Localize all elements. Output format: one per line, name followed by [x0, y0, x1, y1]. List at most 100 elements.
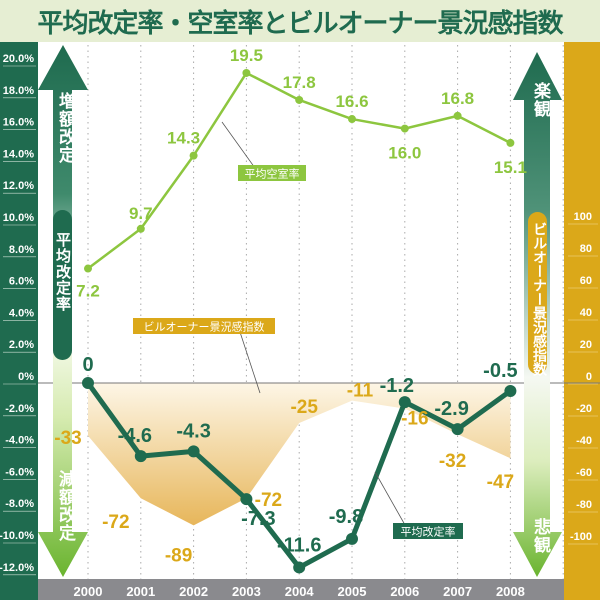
- right-tick-label: 100: [574, 211, 592, 223]
- left-tick-label: 4.0%: [9, 307, 34, 319]
- rent-change-legend-label-box: [393, 523, 463, 539]
- rent-change-legend-label: 平均改定率: [401, 525, 456, 539]
- right-tick-label: -100: [570, 531, 592, 543]
- left-tick-label: 12.0%: [3, 180, 34, 192]
- right-arrow-middle-label: ビルオーナー景況感指数: [531, 222, 547, 376]
- right-tick-label: -60: [576, 467, 592, 479]
- left-tick-label: -12.0%: [0, 562, 34, 574]
- left-arrow-bottom-label: 減額改定: [55, 470, 75, 542]
- rent-change-data-label: -2.9: [434, 398, 468, 420]
- left-tick-label: 16.0%: [3, 117, 34, 129]
- vacancy-point: [453, 111, 462, 120]
- left-tick-label: 14.0%: [3, 148, 34, 160]
- rent-change-data-label: -4.6: [118, 425, 152, 447]
- right-arrow-top-label: 楽観: [530, 82, 550, 118]
- vacancy-data-label: 16.0: [388, 144, 421, 163]
- right-axis-pill: [528, 212, 547, 374]
- vacancy-data-label: 14.3: [167, 129, 200, 148]
- owner-index-data-label: -25: [290, 397, 318, 418]
- vacancy-data-label: 16.8: [441, 89, 474, 108]
- right-tick-label: 0: [586, 371, 592, 383]
- owner-index-data-label: -32: [439, 451, 466, 472]
- right-tick-label: -40: [576, 435, 592, 447]
- x-tick-label: 2007: [443, 584, 472, 599]
- rent-change-data-label: -4.3: [176, 420, 210, 442]
- left-tick-label: -4.0%: [5, 435, 34, 447]
- vacancy-point: [84, 264, 92, 273]
- rent-change-data-label: -9.8: [329, 506, 363, 528]
- vacancy-point: [295, 95, 304, 104]
- vacancy-data-label: 15.1: [494, 158, 527, 177]
- rent-change-point: [82, 377, 94, 389]
- owner-index-data-label: -72: [255, 490, 282, 511]
- rent-change-point: [398, 396, 411, 409]
- left-tick-label: 8.0%: [9, 244, 34, 256]
- left-tick-label: 20.0%: [3, 53, 34, 65]
- rent-change-data-label: -0.5: [483, 360, 517, 382]
- x-tick-label: 2005: [338, 584, 367, 599]
- title-bar: 平均改定率・空室率とビルオーナー景況感指数: [0, 0, 600, 42]
- vacancy-point: [242, 68, 251, 77]
- left-axis-panel: [0, 42, 38, 600]
- left-tick-label: -8.0%: [5, 498, 34, 510]
- left-arrow-top-label: 増額改定: [55, 92, 75, 164]
- x-tick-label: 2008: [496, 584, 525, 599]
- owner-index-area: [88, 383, 511, 526]
- left-tick-label: 10.0%: [3, 212, 34, 224]
- vacancy-legend-label-box: [238, 165, 306, 181]
- vacancy-data-label: 7.2: [76, 282, 100, 301]
- left-tick-label: 18.0%: [3, 85, 34, 97]
- right-tick-label: -80: [576, 499, 592, 511]
- x-tick-label: 2006: [390, 584, 419, 599]
- rent-change-data-label: -11.6: [277, 534, 321, 556]
- owner-index-data-label: -72: [102, 512, 129, 533]
- left-tick-label: -6.0%: [5, 466, 34, 478]
- rent-change-point: [293, 561, 306, 574]
- rent-change-point: [451, 423, 464, 436]
- owner-index-data-label: -89: [165, 545, 192, 566]
- vacancy-data-label: 17.8: [283, 73, 316, 92]
- x-tick-label: 2000: [74, 584, 103, 599]
- owner-index-legend-label-box: [133, 318, 275, 334]
- vacancy-point: [348, 115, 356, 124]
- rent-change-point: [134, 450, 147, 463]
- right-arrow-bottom-label: 悲観: [530, 518, 550, 554]
- rent-change-point: [346, 532, 358, 545]
- left-tick-label: 2.0%: [9, 339, 34, 351]
- x-axis-bar: [38, 579, 564, 600]
- rent-change-data-label: 0: [82, 354, 93, 376]
- rent-change-data-label: -7.3: [241, 508, 275, 530]
- chart-title: 平均改定率・空室率とビルオーナー景況感指数: [37, 8, 563, 39]
- x-tick-label: 2004: [285, 584, 315, 599]
- rent-change-point: [504, 384, 517, 397]
- right-tick-label: 20: [580, 339, 592, 351]
- left-axis-pill: [53, 210, 72, 360]
- vacancy-data-label: 16.6: [335, 92, 368, 111]
- left-arrow-middle-label: 平均改定率: [54, 232, 72, 312]
- x-tick-label: 2001: [126, 584, 155, 599]
- owner-index-data-label: -33: [54, 428, 81, 449]
- left-tick-label: -2.0%: [5, 403, 34, 415]
- owner-index-data-label: -11: [347, 381, 374, 402]
- left-tick-label: 0%: [18, 371, 34, 383]
- right-tick-label: 60: [580, 275, 592, 287]
- right-tick-label: -20: [576, 403, 592, 415]
- rent-change-data-label: -1.2: [380, 375, 414, 397]
- right-tick-label: 40: [580, 307, 592, 319]
- x-tick-label: 2002: [179, 584, 208, 599]
- vacancy-data-label: 9.7: [129, 204, 153, 223]
- right-axis-panel: [564, 42, 600, 600]
- rent-change-point: [240, 493, 253, 506]
- owner-index-data-label: -47: [487, 472, 514, 493]
- vacancy-legend-label: 平均空室率: [245, 167, 300, 181]
- vacancy-point: [136, 224, 145, 233]
- vacancy-point: [400, 124, 409, 133]
- rent-change-point: [187, 445, 200, 458]
- owner-index-legend-label: ビルオーナー景況感指数: [144, 320, 265, 334]
- x-tick-label: 2003: [232, 584, 261, 599]
- owner-index-data-label: -16: [401, 409, 428, 430]
- left-tick-label: -10.0%: [0, 530, 34, 542]
- right-tick-label: 80: [580, 243, 592, 255]
- vacancy-point: [506, 138, 515, 147]
